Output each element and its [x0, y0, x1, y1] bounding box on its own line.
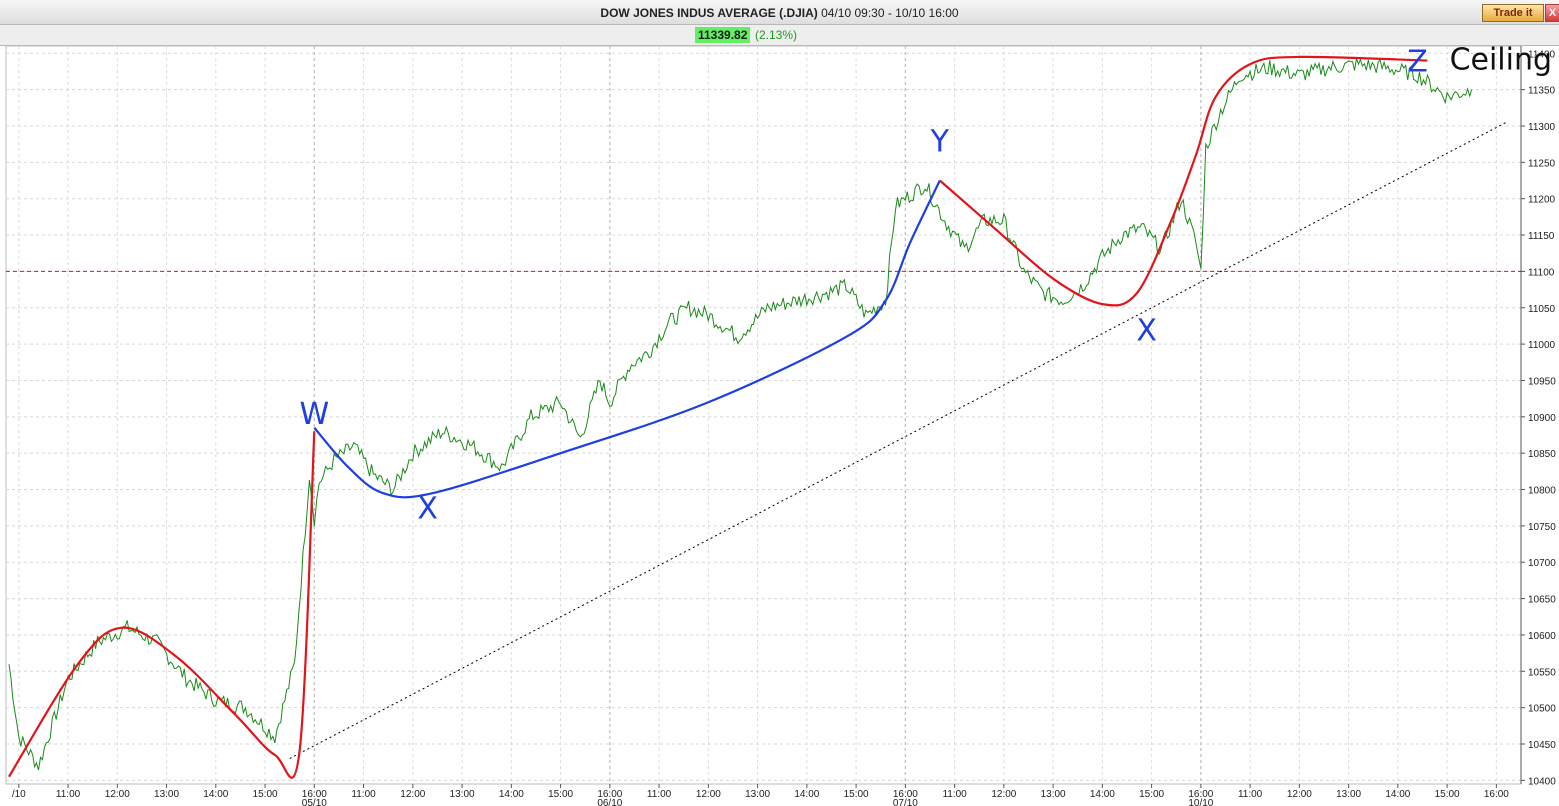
x-tick-label: 16:00	[1188, 789, 1213, 800]
y-tick-label: 10650	[1528, 595, 1556, 606]
trade-it-button[interactable]: Trade it	[1482, 4, 1544, 22]
x-tick-label: 12:00	[105, 789, 130, 800]
ceiling-label: Ceiling	[1450, 42, 1552, 77]
y-tick-label: 10800	[1528, 486, 1556, 497]
x-tick-label: 11:00	[647, 789, 672, 800]
blue-wave-curve	[313, 180, 941, 499]
x-tick-label: 11:00	[351, 789, 376, 800]
price-series	[8, 56, 1473, 771]
x-tick-label: 11:00	[942, 789, 967, 800]
x-tick-label: 15:00	[548, 789, 573, 800]
y-tick-label: 11200	[1528, 195, 1556, 206]
x-tick-label: 14:00	[794, 789, 819, 800]
x-date-label: 06/10	[597, 798, 622, 806]
x-tick-label: 15:00	[844, 789, 869, 800]
x-tick-label: 16:00	[302, 789, 327, 800]
chart-window-title: DOW JONES INDUS AVERAGE (.DJIA) 04/10 09…	[0, 6, 1559, 20]
x-tick-label: 11:00	[56, 789, 81, 800]
y-tick-label: 10900	[1528, 413, 1556, 424]
y-tick-label: 10450	[1528, 740, 1556, 751]
y-tick-label: 10500	[1528, 704, 1556, 715]
wave-labels: W X Y X Z Ceiling	[299, 42, 1552, 526]
y-tick-label: 10750	[1528, 522, 1556, 533]
symbol-name: DOW JONES INDUS AVERAGE (.DJIA)	[600, 6, 818, 20]
x-date-label: 05/10	[302, 798, 327, 806]
x-date-label: 07/10	[893, 798, 918, 806]
wave-label: X	[417, 492, 438, 527]
y-tick-label: 11050	[1528, 304, 1556, 315]
x-tick-label: 13:00	[154, 789, 179, 800]
y-tick-label: 11350	[1528, 86, 1556, 97]
x-date-label: 10/10	[1188, 798, 1213, 806]
date-range: 04/10 09:30 - 10/10 16:00	[821, 6, 959, 20]
x-tick-label: 12:00	[1287, 789, 1312, 800]
close-button[interactable]: X	[1545, 4, 1559, 22]
y-tick-label: 10400	[1528, 776, 1556, 787]
window-titlebar: DOW JONES INDUS AVERAGE (.DJIA) 04/10 09…	[0, 0, 1559, 25]
y-tick-label: 11300	[1528, 122, 1556, 133]
y-tick-label: 11250	[1528, 158, 1556, 169]
last-price: 11339.82	[695, 27, 751, 43]
percent-change: (2.13%)	[755, 28, 798, 42]
red-wave-curve	[939, 55, 1428, 307]
support-line	[289, 121, 1507, 759]
y-tick-label: 11400	[1528, 49, 1556, 60]
x-axis: /10 11:00 12:00 13:00 14:00 15:00 16:0005/1011…	[12, 784, 1509, 806]
wave-label: W	[299, 397, 329, 432]
x-tick-label: 16:00	[893, 789, 918, 800]
x-tick-label: 16:00	[597, 789, 622, 800]
y-tick-label: 11100	[1528, 267, 1555, 278]
y-tick-label: 10850	[1528, 449, 1556, 460]
y-tick-label: 11150	[1528, 231, 1555, 242]
y-tick-label: 10700	[1528, 558, 1556, 569]
x-tick-label: /10	[12, 789, 26, 800]
plot-area	[5, 45, 1522, 785]
wave-label: X	[1136, 313, 1157, 348]
chart-grid	[5, 45, 1522, 785]
x-tick-label: 14:00	[203, 789, 228, 800]
x-tick-label: 14:00	[1090, 789, 1115, 800]
red-wave-curve	[8, 431, 316, 779]
x-tick-label: 16:00	[1484, 789, 1509, 800]
x-tick-label: 11:00	[1238, 789, 1263, 800]
y-tick-label: 11000	[1528, 340, 1556, 351]
support-trendline	[289, 121, 1507, 759]
y-tick-label: 10950	[1528, 376, 1556, 387]
wave-curves	[8, 55, 1428, 779]
x-tick-label: 14:00	[1385, 789, 1410, 800]
x-tick-label: 13:00	[1336, 789, 1361, 800]
wave-label: Y	[930, 124, 950, 159]
x-tick-label: 15:00	[253, 789, 278, 800]
wave-label: Z	[1407, 44, 1428, 79]
x-tick-label: 15:00	[1435, 789, 1460, 800]
x-tick-label: 12:00	[696, 789, 721, 800]
x-tick-label: 12:00	[991, 789, 1016, 800]
x-tick-label: 14:00	[499, 789, 524, 800]
x-tick-label: 15:00	[1139, 789, 1164, 800]
y-tick-label: 10600	[1528, 631, 1556, 642]
x-tick-label: 12:00	[400, 789, 425, 800]
price-line	[8, 56, 1473, 771]
y-axis: 10400 10450 10500 10550 10600 10650 10700 10750…	[1520, 46, 1556, 787]
x-tick-label: 13:00	[450, 789, 475, 800]
y-tick-label: 10550	[1528, 667, 1556, 678]
x-tick-label: 13:00	[1041, 789, 1066, 800]
x-tick-label: 13:00	[745, 789, 770, 800]
